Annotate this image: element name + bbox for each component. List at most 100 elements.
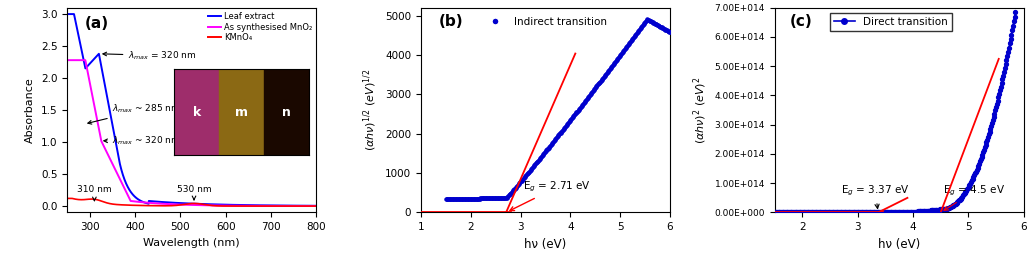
Y-axis label: $(\alpha h\nu)^{2}$ $(eV)^{2}$: $(\alpha h\nu)^{2}$ $(eV)^{2}$ xyxy=(691,76,708,144)
Point xyxy=(657,27,673,31)
Point xyxy=(469,197,486,201)
Point xyxy=(576,100,592,104)
Point xyxy=(660,29,676,33)
Point xyxy=(594,78,610,82)
Point xyxy=(515,177,531,181)
Point xyxy=(598,73,614,77)
Point xyxy=(511,181,527,185)
Point xyxy=(624,38,640,42)
Point xyxy=(486,196,503,200)
Point xyxy=(516,176,533,180)
Point xyxy=(565,114,581,118)
Point xyxy=(474,196,490,200)
Point xyxy=(469,197,486,201)
Point xyxy=(581,94,598,98)
Point xyxy=(592,79,609,83)
Point xyxy=(505,189,521,193)
Point xyxy=(528,161,545,165)
Point xyxy=(506,187,522,191)
Point xyxy=(564,116,580,120)
Point xyxy=(488,196,505,200)
Point xyxy=(556,126,573,130)
Point xyxy=(458,197,475,201)
Point xyxy=(498,196,515,200)
Point xyxy=(545,140,561,144)
Point xyxy=(544,141,560,145)
Point xyxy=(566,113,582,118)
Point xyxy=(438,197,455,201)
Point xyxy=(606,61,622,65)
Point xyxy=(605,63,621,67)
Point xyxy=(645,21,662,25)
Point xyxy=(490,196,507,200)
Point xyxy=(614,50,631,54)
Point xyxy=(540,146,556,150)
Point xyxy=(496,196,513,200)
Point xyxy=(658,28,674,32)
Point xyxy=(482,196,498,200)
Legend: Direct transition: Direct transition xyxy=(829,13,952,31)
Point xyxy=(649,23,666,27)
Point xyxy=(447,197,463,201)
Point xyxy=(456,197,473,201)
Point xyxy=(584,89,601,93)
Point xyxy=(465,197,482,201)
Point xyxy=(617,46,634,50)
Point xyxy=(494,196,511,200)
Point xyxy=(552,131,569,135)
Point xyxy=(480,196,496,200)
Point xyxy=(463,197,480,201)
Point xyxy=(555,127,572,131)
Point xyxy=(622,40,639,44)
Point xyxy=(478,196,494,200)
Legend: Leaf extract, As synthesised MnO₂, KMnO₄: Leaf extract, As synthesised MnO₂, KMnO₄ xyxy=(208,12,312,42)
Point xyxy=(606,62,622,66)
Point xyxy=(466,197,483,201)
Point xyxy=(452,197,468,201)
Point xyxy=(562,118,579,122)
Point xyxy=(636,22,652,26)
Point xyxy=(579,96,596,100)
Point xyxy=(457,197,474,201)
Text: 310 nm: 310 nm xyxy=(78,185,112,201)
Point xyxy=(439,197,456,201)
Point xyxy=(459,197,476,201)
Point xyxy=(538,149,554,153)
Point xyxy=(600,70,616,74)
Point xyxy=(460,197,477,201)
Point xyxy=(462,197,479,201)
Point xyxy=(489,196,506,200)
Point xyxy=(596,74,612,79)
Text: E$_g$ = 3.37 eV: E$_g$ = 3.37 eV xyxy=(841,184,910,208)
Point xyxy=(538,148,554,153)
Point xyxy=(510,182,526,186)
Point xyxy=(646,22,663,26)
Point xyxy=(575,102,591,106)
Point xyxy=(472,196,488,200)
Point xyxy=(513,179,529,184)
Point xyxy=(458,197,475,201)
Text: $\lambda_{max}$ ~ 320 nm: $\lambda_{max}$ ~ 320 nm xyxy=(103,135,181,147)
Point xyxy=(653,25,670,29)
Point xyxy=(580,95,597,99)
Point xyxy=(627,34,643,38)
Point xyxy=(514,178,530,182)
Point xyxy=(448,197,464,201)
Point xyxy=(558,123,575,127)
Point xyxy=(650,24,667,28)
Point xyxy=(613,52,630,56)
Point xyxy=(619,43,636,47)
Point xyxy=(642,19,659,23)
Text: 530 nm: 530 nm xyxy=(177,185,211,200)
Point xyxy=(546,138,562,142)
Point xyxy=(491,196,508,200)
Point xyxy=(601,68,617,72)
Point xyxy=(604,64,620,68)
Point xyxy=(495,196,512,200)
Point xyxy=(518,172,535,176)
Point xyxy=(661,30,677,34)
Point xyxy=(508,186,524,190)
Point xyxy=(551,131,568,135)
Point xyxy=(572,106,588,110)
Point xyxy=(480,196,496,200)
